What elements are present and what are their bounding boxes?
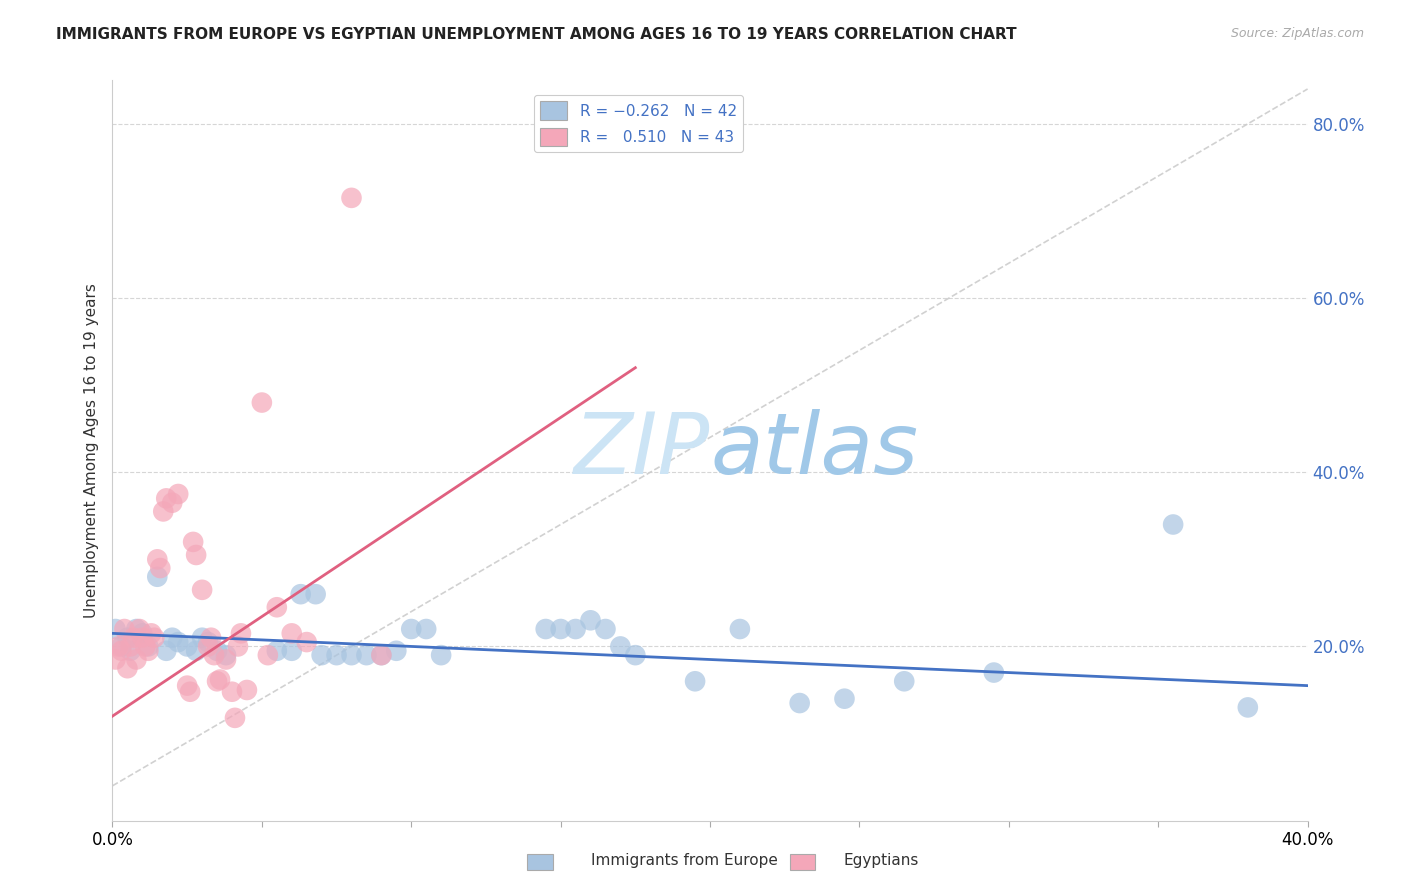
Point	[205, 644, 228, 658]
Point	[146, 552, 169, 566]
Point	[250, 395, 273, 409]
Point	[221, 684, 243, 698]
FancyBboxPatch shape	[790, 854, 815, 870]
Point	[125, 652, 148, 666]
Point	[305, 587, 328, 601]
Point	[1161, 517, 1184, 532]
Point	[311, 648, 333, 662]
Point	[191, 582, 214, 597]
Point	[186, 548, 208, 562]
Point	[1237, 700, 1260, 714]
Point	[143, 631, 166, 645]
Point	[125, 622, 148, 636]
Point	[128, 622, 150, 636]
Point	[266, 600, 288, 615]
Point	[149, 561, 172, 575]
Point	[226, 640, 249, 654]
Point	[104, 652, 127, 666]
Point	[131, 626, 153, 640]
Point	[281, 626, 304, 640]
Point	[385, 644, 408, 658]
Point	[370, 648, 392, 662]
Text: Immigrants from Europe: Immigrants from Europe	[591, 854, 778, 868]
Point	[110, 640, 132, 654]
Point	[415, 622, 437, 636]
Point	[209, 673, 232, 687]
Point	[181, 535, 204, 549]
Point	[266, 644, 288, 658]
Point	[176, 640, 198, 654]
Point	[401, 622, 423, 636]
Point	[107, 640, 129, 654]
Point	[155, 644, 177, 658]
Text: Source: ZipAtlas.com: Source: ZipAtlas.com	[1230, 27, 1364, 40]
Point	[281, 644, 304, 658]
Point	[789, 696, 811, 710]
Point	[340, 191, 363, 205]
Text: atlas: atlas	[710, 409, 918, 492]
Point	[236, 683, 259, 698]
Point	[117, 631, 139, 645]
Point	[162, 631, 183, 645]
Point	[120, 644, 142, 658]
Text: ZIP: ZIP	[574, 409, 710, 492]
Point	[224, 711, 246, 725]
Point	[186, 644, 208, 658]
Point	[834, 691, 856, 706]
Point	[176, 679, 198, 693]
Point	[550, 622, 572, 636]
Point	[197, 635, 219, 649]
Point	[579, 613, 602, 627]
Y-axis label: Unemployment Among Ages 16 to 19 years: Unemployment Among Ages 16 to 19 years	[83, 283, 98, 618]
Point	[215, 652, 238, 666]
Point	[534, 622, 557, 636]
Point	[146, 570, 169, 584]
Point	[290, 587, 312, 601]
Point	[179, 684, 201, 698]
Point	[110, 644, 132, 658]
Point	[138, 644, 160, 658]
Point	[624, 648, 647, 662]
Point	[117, 661, 139, 675]
Point	[356, 648, 378, 662]
Point	[155, 491, 177, 506]
Text: IMMIGRANTS FROM EUROPE VS EGYPTIAN UNEMPLOYMENT AMONG AGES 16 TO 19 YEARS CORREL: IMMIGRANTS FROM EUROPE VS EGYPTIAN UNEMP…	[56, 27, 1017, 42]
Point	[564, 622, 586, 636]
Point	[205, 674, 228, 689]
Point	[229, 626, 252, 640]
Point	[134, 640, 156, 654]
Point	[430, 648, 453, 662]
Point	[162, 496, 183, 510]
Point	[104, 622, 127, 636]
Point	[131, 631, 153, 645]
Point	[152, 504, 174, 518]
Point	[167, 635, 190, 649]
Point	[893, 674, 915, 689]
Point	[983, 665, 1005, 680]
Point	[122, 631, 145, 645]
Point	[167, 487, 190, 501]
Point	[340, 648, 363, 662]
Point	[609, 640, 631, 654]
Point	[197, 640, 219, 654]
Point	[295, 635, 318, 649]
Point	[120, 640, 142, 654]
Point	[191, 631, 214, 645]
Point	[325, 648, 347, 662]
Point	[141, 626, 163, 640]
Text: Egyptians: Egyptians	[844, 854, 920, 868]
Point	[728, 622, 751, 636]
Point	[683, 674, 706, 689]
Point	[595, 622, 617, 636]
Point	[138, 640, 160, 654]
Point	[200, 631, 222, 645]
Legend: R = −0.262   N = 42, R =   0.510   N = 43: R = −0.262 N = 42, R = 0.510 N = 43	[534, 95, 742, 153]
Point	[202, 648, 225, 662]
Point	[370, 648, 392, 662]
Point	[114, 622, 135, 636]
Point	[215, 648, 238, 662]
Point	[257, 648, 280, 662]
FancyBboxPatch shape	[527, 854, 553, 870]
